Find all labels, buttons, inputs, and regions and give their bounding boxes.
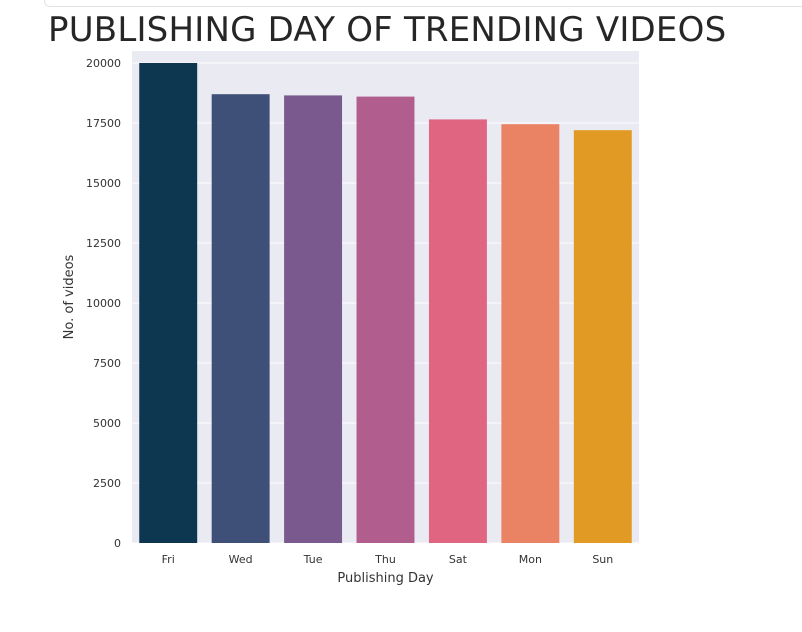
bar-sat xyxy=(428,119,487,544)
y-axis-ticks: 0 2500 5000 7500 10000 12500 15000 17500 20000 xyxy=(86,57,121,550)
chart-title: PUBLISHING DAY OF TRENDING VIDEOS xyxy=(48,10,727,50)
bar-tue xyxy=(284,95,343,544)
bar-thu xyxy=(356,96,415,543)
y-tick-label: 10000 xyxy=(86,297,121,310)
y-tick-label: 15000 xyxy=(86,177,121,190)
y-tick-label: 20000 xyxy=(86,57,121,70)
bar-sun xyxy=(573,130,632,543)
y-tick-label: 17500 xyxy=(86,117,121,130)
x-tick-label: Thu xyxy=(374,553,396,566)
x-axis-ticks: Fri Wed Tue Thu Sat Mon Sun xyxy=(162,553,614,566)
cell-border xyxy=(44,0,802,7)
x-tick-label: Sun xyxy=(592,553,613,566)
x-axis-label: Publishing Day xyxy=(337,571,434,586)
y-axis-label: No. of videos xyxy=(62,254,77,339)
x-tick-label: Sat xyxy=(449,553,468,566)
y-tick-label: 5000 xyxy=(93,417,121,430)
bars xyxy=(139,63,632,544)
bar-mon xyxy=(501,124,560,543)
y-tick-label: 2500 xyxy=(93,477,121,490)
y-tick-label: 0 xyxy=(114,537,121,550)
x-tick-label: Wed xyxy=(229,553,253,566)
x-tick-label: Tue xyxy=(303,553,323,566)
bar-fri xyxy=(139,63,198,543)
y-tick-label: 12500 xyxy=(86,237,121,250)
y-tick-label: 7500 xyxy=(93,357,121,370)
bar-wed xyxy=(211,94,270,543)
x-tick-label: Mon xyxy=(519,553,542,566)
x-tick-label: Fri xyxy=(162,553,175,566)
